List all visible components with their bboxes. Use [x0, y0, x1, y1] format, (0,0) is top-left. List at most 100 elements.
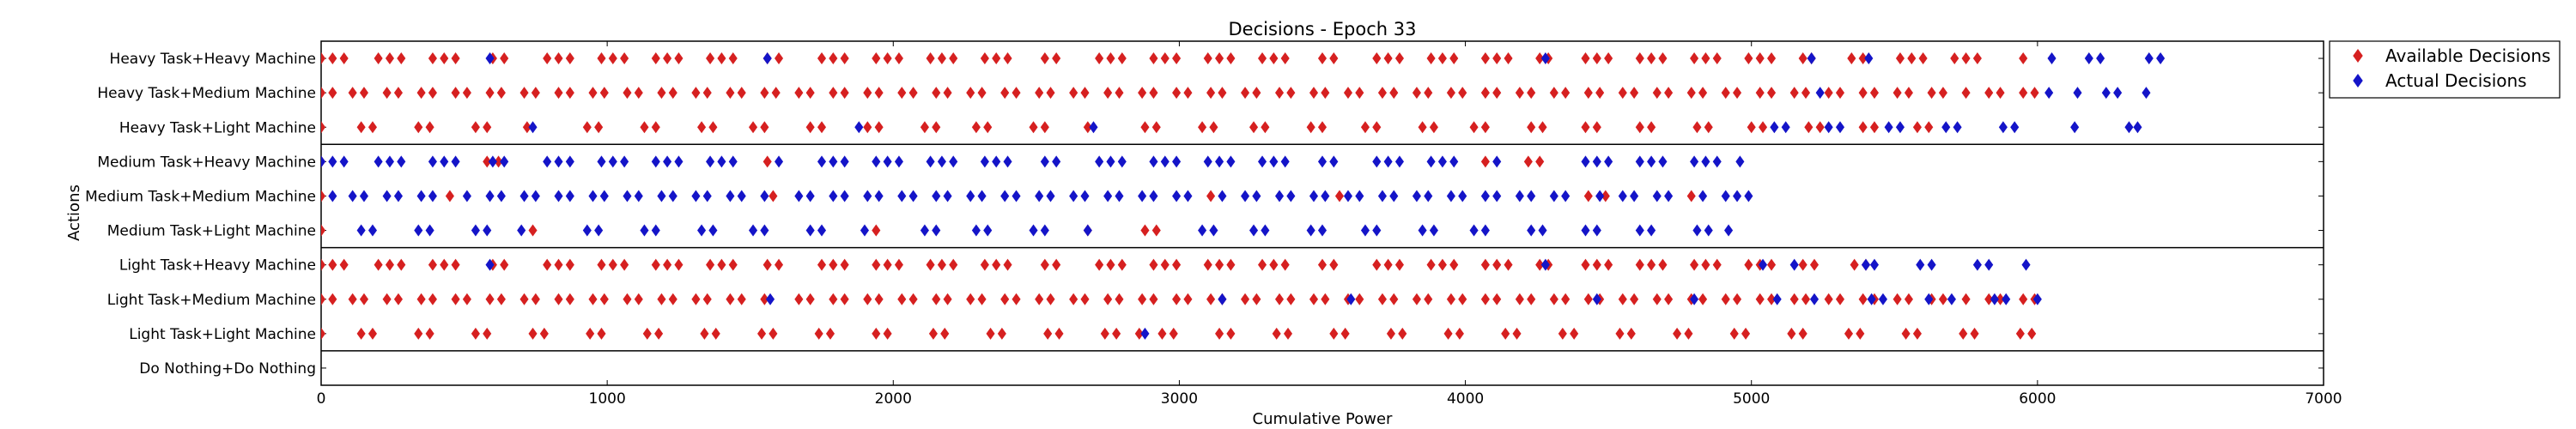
available-decision-point	[1046, 87, 1055, 100]
actual-decision-point	[1172, 190, 1182, 202]
available-decision-point	[1938, 87, 1947, 100]
available-decision-point	[1686, 87, 1696, 100]
available-decision-point	[382, 293, 392, 305]
available-decision-point	[1893, 293, 1902, 305]
actual-decision-point	[428, 190, 437, 202]
available-decision-point	[829, 87, 838, 100]
actual-decision-point	[657, 190, 666, 202]
available-decision-point	[1515, 293, 1524, 305]
actual-decision-point	[623, 190, 632, 202]
actual-decision-point	[1424, 190, 1433, 202]
available-decision-point	[440, 258, 449, 271]
available-decision-point	[1035, 293, 1044, 305]
actual-decision-point	[328, 155, 337, 168]
available-decision-point	[339, 258, 349, 271]
available-decision-point	[1504, 52, 1513, 65]
available-decision-point	[1252, 87, 1261, 100]
available-decision-point	[894, 258, 903, 271]
available-decision-point	[640, 121, 649, 134]
actual-decision-point	[1604, 155, 1613, 168]
actual-decision-point	[1647, 224, 1656, 237]
available-decision-point	[966, 293, 975, 305]
actual-decision-point	[565, 155, 574, 168]
legend-box	[2329, 40, 2561, 99]
available-decision-point	[1480, 121, 1490, 134]
actual-decision-point	[760, 224, 769, 237]
available-decision-point	[519, 87, 529, 100]
available-decision-point	[728, 52, 738, 65]
available-decision-point	[1912, 121, 1922, 134]
actual-decision-point	[2144, 52, 2154, 65]
available-decision-point	[949, 52, 958, 65]
available-decision-point	[1377, 293, 1387, 305]
available-decision-point	[1394, 52, 1404, 65]
available-decision-point	[774, 52, 784, 65]
actual-decision-point	[1029, 224, 1038, 237]
y-tick-label-medium-task-heavy-machine: Medium Task+Heavy Machine	[97, 154, 316, 171]
y-tick-label-heavy-task-medium-machine: Heavy Task+Medium Machine	[97, 85, 316, 102]
actual-decision-point	[894, 155, 903, 168]
actual-decision-point	[599, 190, 609, 202]
available-decision-point	[1106, 52, 1115, 65]
available-decision-point	[829, 258, 838, 271]
actual-decision-point	[1927, 258, 1936, 271]
available-decision-point	[1046, 293, 1055, 305]
x-tick-label-7000: 7000	[2305, 390, 2342, 408]
actual-decision-point	[1924, 293, 1934, 305]
available-decision-point	[937, 258, 946, 271]
actual-decision-point	[1429, 224, 1438, 237]
actual-decision-point	[794, 190, 804, 202]
available-decision-point	[700, 327, 709, 340]
available-decision-point	[1721, 87, 1730, 100]
actual-decision-point	[1527, 224, 1536, 237]
actual-decision-point	[1377, 190, 1387, 202]
available-decision-point	[983, 121, 993, 134]
available-decision-point	[971, 121, 981, 134]
available-decision-point	[539, 327, 549, 340]
available-decision-point	[1570, 327, 1579, 340]
available-decision-point	[1317, 52, 1327, 65]
actual-decision-point	[840, 190, 849, 202]
available-decision-point	[440, 52, 449, 65]
actual-decision-point	[1807, 52, 1816, 65]
available-decision-point	[1040, 258, 1049, 271]
available-decision-point	[1492, 293, 1502, 305]
available-decision-point	[1283, 327, 1293, 340]
actual-decision-point	[872, 155, 881, 168]
available-decision-point	[926, 258, 935, 271]
actual-decision-point	[949, 155, 958, 168]
available-decision-point	[1684, 327, 1693, 340]
x-axis-ticks: 0 1000 2000 3000 4000 5000 6000 7000	[317, 41, 2342, 408]
available-decision-point	[1269, 52, 1279, 65]
available-decision-point	[1504, 258, 1513, 271]
available-decision-point	[1618, 293, 1627, 305]
available-decision-point	[674, 258, 683, 271]
available-decision-point	[1798, 327, 1807, 340]
actual-decision-point	[1540, 52, 1550, 65]
actual-decision-point	[805, 224, 815, 237]
actual-decision-point	[774, 155, 784, 168]
available-decision-point	[872, 327, 881, 340]
available-decision-point	[769, 327, 778, 340]
available-decision-point	[1961, 52, 1971, 65]
available-decision-point	[1389, 87, 1399, 100]
actual-decision-point	[1692, 224, 1702, 237]
available-decision-point	[920, 121, 929, 134]
available-decision-point	[1858, 52, 1868, 65]
actual-decision-point	[829, 190, 838, 202]
actual-decision-point	[2032, 293, 2042, 305]
actual-decision-point	[1095, 155, 1104, 168]
actual-decision-point	[2044, 87, 2054, 100]
actual-decision-point	[397, 155, 406, 168]
available-decision-point	[623, 87, 632, 100]
actual-decision-point	[1355, 190, 1364, 202]
available-decision-point	[737, 293, 746, 305]
available-decision-point	[1701, 52, 1710, 65]
available-decision-point	[608, 258, 617, 271]
actual-decision-point	[737, 190, 746, 202]
actual-decision-point	[817, 155, 827, 168]
available-decision-point	[702, 87, 712, 100]
available-decision-point	[1652, 293, 1662, 305]
available-decision-point	[1581, 52, 1590, 65]
available-decision-point	[1394, 258, 1404, 271]
